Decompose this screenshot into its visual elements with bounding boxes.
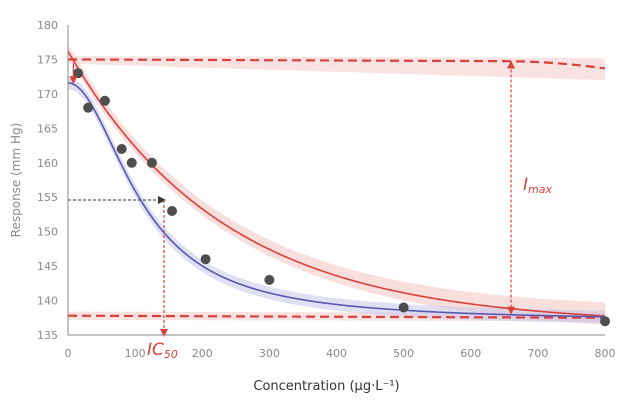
y-axis-title: Response (mm Hg) [9,123,23,238]
annotations: IC50 Imax [68,60,552,361]
x-tick-label: 300 [259,347,280,360]
x-tick-label: 700 [527,347,548,360]
y-tick-label: 160 [37,157,58,170]
y-tick-label: 145 [37,260,58,273]
blue-fit-curve [67,82,606,318]
x-tick-label: 800 [595,347,616,360]
data-point [600,316,610,327]
plot-area: IC50 Imax [67,44,610,361]
imax-label-sub: max [528,183,552,196]
ic50-label-main: IC [147,340,164,360]
y-tick-label: 140 [37,295,58,308]
y-tick-label: 170 [37,88,58,101]
y-tick-label: 150 [37,226,58,239]
data-point [73,68,84,79]
lower-reference-line [67,314,606,319]
data-point [264,274,275,285]
imax-label: Imax [523,175,552,196]
y-tick-label: 135 [37,329,58,342]
upper-reference-line [67,58,606,70]
data-point [83,102,94,113]
y-axis: 135 140 145 150 155 160 165 170 175 180 Response … [9,19,69,342]
y-tick-label: 180 [37,19,58,32]
red-fit-band [68,44,605,325]
data-point [116,144,127,154]
ic50-label-sub: 50 [164,348,178,361]
data-point [398,302,409,313]
x-tick-labels: 0 100 200 300 400 500 600 700 800 [65,347,616,360]
x-tick-label: 400 [326,347,347,360]
fit-curves [67,50,606,318]
data-point [99,95,110,106]
ic50-label: IC50 [147,340,178,361]
y-tick-labels: 135 140 145 150 155 160 165 170 175 180 [37,19,58,342]
x-tick-label: 600 [460,347,481,360]
x-tick-label: 200 [192,347,213,360]
x-axis: 0 100 200 300 400 500 600 700 800 Concentration … [65,334,616,394]
x-axis-title: Concentration (µg·L⁻¹) [253,379,399,394]
red-fit-curve [67,50,606,317]
data-point [146,157,157,168]
x-tick-label: 100 [125,347,146,360]
data-point [200,254,211,265]
y-tick-label: 155 [37,191,58,204]
upper-reference-band [68,56,605,81]
data-point [167,206,178,216]
data-points [73,68,610,327]
reference-lines [67,58,606,319]
data-point [126,157,137,168]
y-tick-label: 165 [37,122,58,135]
imax-label-main: I [523,175,528,195]
x-tick-label: 500 [393,347,414,360]
y-tick-label: 175 [37,53,58,66]
x-tick-label: 0 [65,347,72,360]
